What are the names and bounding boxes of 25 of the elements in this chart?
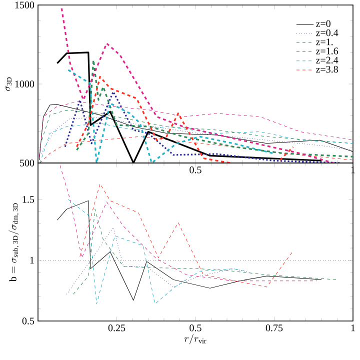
y-tick-label: 1500 [15, 2, 34, 8]
line-series [66, 227, 250, 295]
x-tick-label: 0.75 [266, 324, 283, 332]
y-tick-label: 500 [20, 160, 34, 166]
x-axis-title: $r/r_{\mathrm{vir}}$ [184, 334, 206, 344]
legend-label: z=1.6 [316, 48, 338, 54]
y-axis-title: $\sigma_{\mathrm{3D}}$ [6, 77, 12, 92]
y-tick-label: 1.5 [22, 196, 34, 203]
line-series [56, 200, 322, 301]
legend-label: z=0.4 [316, 29, 338, 36]
legend-label: z=2.4 [316, 56, 338, 64]
legend-label: z=0 [316, 20, 330, 28]
x-tick-label: 0.25 [108, 324, 126, 332]
x-tick-label: 0.5 [190, 324, 202, 332]
line-series [73, 208, 337, 295]
y-tick-label: 1 [30, 256, 34, 264]
line-series [80, 183, 294, 288]
x-tick-label: 1 [351, 324, 355, 332]
line-series [68, 199, 247, 304]
legend-label: z=3.8 [316, 66, 338, 73]
legend-label: z=1. [316, 38, 333, 46]
y-tick-label: 0.5 [22, 318, 34, 324]
y-axis-title: $\mathrm{b}=\sigma_{\mathrm{sub,\,3D}}/\sigma_{\mathrm{dm,\,3D}}$ [8, 203, 20, 282]
line-series [60, 165, 318, 282]
y-tick-label: 1000 [15, 80, 34, 88]
